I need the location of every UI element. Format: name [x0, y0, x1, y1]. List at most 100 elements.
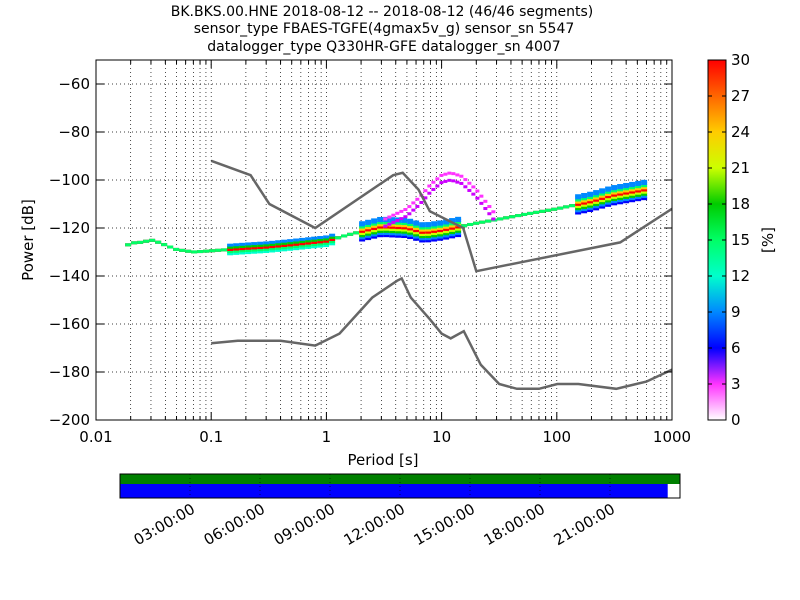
psd-cell	[269, 245, 276, 249]
psd-cell	[419, 200, 424, 204]
psd-cell	[593, 190, 600, 194]
psd-cell	[227, 252, 234, 256]
psd-cell	[395, 228, 402, 232]
psd-cell	[227, 245, 234, 249]
psd-cell	[431, 187, 436, 191]
psd-cell	[401, 217, 408, 221]
psd-cell	[617, 186, 624, 190]
psd-cell	[401, 232, 408, 236]
psd-cell	[383, 232, 390, 236]
psd-cell	[365, 228, 372, 232]
psd-cell	[455, 234, 462, 238]
psd-cell	[347, 232, 354, 236]
psd-cell	[403, 208, 408, 212]
coverage-time-label: 21:00:00	[551, 500, 618, 549]
psd-cell	[575, 207, 582, 211]
x-tick-label: 10	[432, 428, 451, 446]
psd-cell	[427, 184, 432, 188]
psd-cell	[399, 217, 404, 221]
psd-cell	[365, 221, 372, 225]
psd-cell	[383, 229, 390, 233]
psd-cell	[245, 251, 252, 255]
psd-cell	[137, 240, 144, 244]
psd-cell	[263, 243, 270, 247]
coverage-time-label: 12:00:00	[341, 500, 408, 549]
colorbar-ticks: 0 3 6 9 12 15 18 21 24 27 30	[708, 51, 750, 429]
psd-cell	[455, 218, 462, 222]
y-tick-label: −180	[49, 363, 90, 381]
psd-cell	[587, 193, 594, 197]
psd-cell	[423, 196, 428, 200]
psd-cell	[227, 243, 234, 247]
psd-cell	[449, 222, 456, 226]
psd-cell	[311, 240, 318, 244]
coverage-time-label: 15:00:00	[411, 500, 478, 549]
psd-cell	[413, 224, 420, 228]
colorbar-tick-label: 27	[731, 87, 750, 105]
psd-cell	[641, 186, 648, 190]
psd-cell	[455, 216, 462, 220]
psd-cell	[575, 196, 582, 200]
x-tick-label: 0.01	[79, 428, 112, 446]
psd-cell	[353, 231, 360, 235]
psd-cell	[407, 233, 414, 237]
psd-cell	[629, 188, 636, 192]
psd-cell	[269, 247, 276, 251]
psd-cell	[509, 215, 516, 219]
psd-cell	[449, 224, 456, 228]
psd-cell	[641, 188, 648, 192]
psd-cell	[395, 234, 402, 238]
colorbar-tick-label: 6	[731, 339, 741, 357]
psd-cell	[593, 205, 600, 209]
psd-cell	[383, 234, 390, 238]
psd-cell	[581, 195, 588, 199]
psd-cell	[377, 221, 384, 225]
y-tick-label: −160	[49, 315, 90, 333]
psd-cell	[245, 244, 252, 248]
psd-cell	[143, 239, 150, 243]
psd-cell	[389, 225, 396, 229]
psd-cell	[389, 232, 396, 236]
y-axis-label: Power [dB]	[19, 199, 37, 281]
psd-cell	[413, 220, 420, 224]
psd-cell	[365, 219, 372, 223]
psd-cell	[569, 204, 576, 208]
psd-cell	[425, 224, 432, 228]
psd-cell	[407, 223, 414, 227]
psd-cell	[435, 177, 440, 181]
psd-cell	[287, 241, 294, 245]
psd-cell	[617, 199, 624, 203]
coverage-data-blue	[120, 484, 668, 498]
psd-cell	[437, 220, 444, 224]
psd-cell	[413, 229, 420, 233]
psd-cell	[419, 226, 426, 230]
psd-cell	[359, 221, 366, 225]
psd-cell	[197, 250, 204, 254]
colorbar-tick-label: 15	[731, 231, 750, 249]
coverage-time-label: 06:00:00	[201, 500, 268, 549]
psd-cell	[239, 245, 246, 249]
psd-cell	[329, 242, 336, 246]
psd-cell	[425, 222, 432, 226]
y-tick-label: −200	[49, 411, 90, 429]
psd-cell	[491, 210, 496, 214]
psd-cell	[483, 207, 488, 211]
psd-cell	[515, 214, 522, 218]
psd-cell	[257, 250, 264, 254]
psd-cell	[605, 195, 612, 199]
psd-cell	[447, 171, 452, 175]
psd-cell	[449, 233, 456, 237]
psd-cell	[599, 205, 606, 209]
psd-cell	[437, 231, 444, 235]
colorbar-tick-label: 30	[731, 51, 750, 69]
colorbar-label: [%]	[759, 227, 777, 253]
psd-cell	[599, 190, 606, 194]
psd-cell	[485, 219, 492, 223]
psd-cell	[233, 249, 240, 253]
psd-cell	[587, 202, 594, 206]
psd-cell	[413, 233, 420, 237]
psd-cell	[605, 197, 612, 201]
psd-cell	[431, 225, 438, 229]
psd-cell	[599, 192, 606, 196]
